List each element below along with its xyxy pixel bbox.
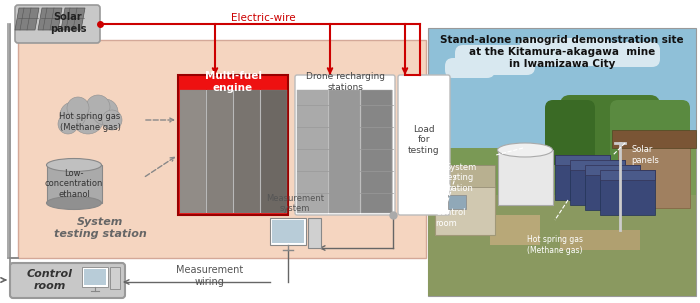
Ellipse shape: [46, 197, 102, 209]
Bar: [308, 218, 321, 248]
Polygon shape: [38, 8, 62, 30]
Polygon shape: [15, 8, 39, 30]
Text: Solar
panels: Solar panels: [50, 12, 86, 34]
Text: Stand-alone nanogrid demonstration site
at the Kitamura-akagawa  mine
in Iwamiza: Stand-alone nanogrid demonstration site …: [440, 35, 684, 68]
Bar: [297, 90, 393, 213]
FancyBboxPatch shape: [590, 42, 660, 67]
Bar: [490, 215, 540, 245]
Bar: [180, 90, 206, 213]
Bar: [297, 90, 328, 213]
Bar: [570, 160, 625, 170]
Bar: [82, 267, 108, 287]
Text: Control
room: Control room: [27, 269, 73, 291]
Bar: [47, 165, 102, 203]
Circle shape: [60, 102, 86, 128]
Bar: [180, 90, 286, 213]
Bar: [428, 195, 696, 296]
Bar: [600, 170, 655, 215]
Bar: [272, 220, 304, 243]
Bar: [435, 185, 495, 235]
Bar: [270, 218, 306, 245]
Text: Measurement
wiring: Measurement wiring: [176, 265, 244, 287]
Bar: [234, 90, 260, 213]
FancyBboxPatch shape: [560, 95, 660, 175]
Bar: [612, 130, 696, 148]
Bar: [261, 90, 287, 213]
Bar: [18, 40, 426, 258]
FancyBboxPatch shape: [520, 38, 610, 66]
Bar: [428, 28, 696, 296]
FancyBboxPatch shape: [295, 75, 395, 215]
Bar: [428, 148, 696, 296]
Bar: [361, 90, 392, 213]
Bar: [600, 170, 655, 180]
Text: Measurement
system: Measurement system: [266, 194, 324, 213]
Bar: [618, 138, 690, 208]
Bar: [448, 195, 466, 209]
Bar: [555, 155, 610, 165]
FancyBboxPatch shape: [455, 45, 535, 75]
Ellipse shape: [46, 158, 102, 171]
Circle shape: [86, 95, 110, 119]
FancyBboxPatch shape: [610, 100, 690, 170]
Text: System
testing
station: System testing station: [445, 163, 476, 193]
Text: Load
for
testing: Load for testing: [408, 125, 440, 155]
Bar: [498, 150, 553, 205]
Circle shape: [72, 102, 104, 134]
Polygon shape: [61, 8, 85, 30]
Bar: [207, 90, 233, 213]
FancyBboxPatch shape: [445, 58, 495, 78]
Circle shape: [102, 110, 122, 130]
Bar: [585, 165, 640, 175]
Bar: [555, 155, 610, 200]
Bar: [110, 267, 120, 289]
Bar: [84, 269, 106, 285]
FancyBboxPatch shape: [10, 263, 125, 298]
Ellipse shape: [498, 143, 552, 157]
Text: Drone recharging
stations: Drone recharging stations: [305, 72, 384, 92]
Text: Electric-wire: Electric-wire: [231, 13, 295, 23]
Circle shape: [58, 114, 78, 134]
Bar: [178, 75, 288, 215]
Bar: [585, 165, 640, 210]
Bar: [435, 165, 495, 187]
Circle shape: [67, 97, 89, 119]
Bar: [560, 230, 640, 250]
FancyBboxPatch shape: [398, 75, 450, 215]
Text: Multi-fuel
engine: Multi-fuel engine: [204, 71, 262, 93]
Text: Solar
panels: Solar panels: [631, 145, 659, 165]
Text: System
testing station: System testing station: [54, 217, 146, 239]
Bar: [329, 90, 360, 213]
FancyBboxPatch shape: [545, 100, 595, 165]
Text: Hot spring gas
(Methane gas): Hot spring gas (Methane gas): [527, 235, 583, 255]
Text: Hot spring gas
(Methane gas): Hot spring gas (Methane gas): [60, 112, 120, 132]
Bar: [570, 160, 625, 205]
FancyBboxPatch shape: [15, 5, 100, 43]
Text: Low-
concentration
ethanol: Low- concentration ethanol: [45, 169, 103, 199]
Text: Control
room: Control room: [435, 208, 466, 228]
Circle shape: [92, 99, 118, 125]
